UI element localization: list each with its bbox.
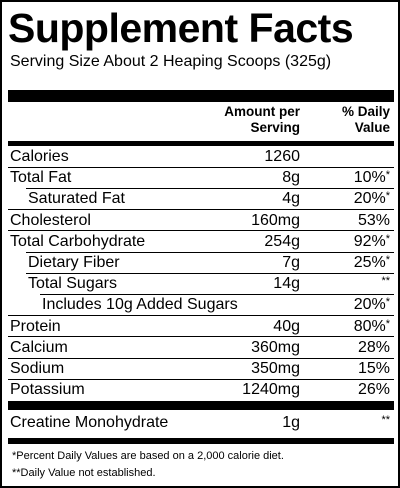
table-row: Total Carbohydrate 254g 92%* [8,231,394,253]
nutrient-amount: 254g [264,232,300,250]
dv-value: 53% [357,211,390,229]
footnote-mark: * [385,317,390,330]
dv-value: 92% [353,232,386,250]
row-divider [40,293,394,295]
dv-value: 15% [357,360,390,377]
nutrient-dv: ** [381,412,390,434]
table-row: Cholesterol 160mg 53% [8,210,394,232]
footnote-mark: ** [381,414,390,426]
nutrient-name: Total Sugars [28,275,117,293]
row-divider [8,230,394,232]
nutrient-name: Includes 10g Added Sugars [42,296,238,314]
nutrient-amount: 360mg [251,338,300,356]
nutrient-amount: 14g [273,275,300,293]
panel-title: Supplement Facts [8,5,354,51]
dv-value: 20% [353,190,386,208]
nutrient-dv: 92%* [354,231,390,253]
dv-value: 25% [353,254,386,271]
table-row: Calories 1260 [8,146,394,168]
footnote-mark: * [385,190,390,203]
nutrient-dv: 15% [358,358,390,380]
row-divider [8,336,394,338]
nutrient-name: Creatine Monohydrate [10,414,169,431]
medium-divider-header [8,141,394,146]
nutrient-amount: 1240mg [242,381,300,399]
table-row: Protein 40g 80%* [8,316,394,338]
nutrient-dv: 10%* [354,167,390,189]
dv-value: 10% [353,169,386,187]
footnote-percent-dv: *Percent Daily Values are based on a 2,0… [12,450,284,462]
dv-value: 20% [353,296,386,314]
table-row: Saturated Fat 4g 20%* [8,188,394,210]
nutrient-dv: 20%* [354,188,390,210]
nutrient-dv: 26% [358,379,390,401]
nutrient-amount: 8g [282,169,300,187]
nutrient-dv: 20%* [354,294,390,316]
nutrient-dv: 53% [358,210,390,232]
row-divider [8,209,394,211]
footnote-not-established: **Daily Value not established. [12,467,156,479]
serving-size: Serving Size About 2 Heaping Scoops (325… [10,53,332,70]
amount-per-serving-header: Amount per Serving [190,104,300,136]
dv-value: 26% [357,381,390,399]
nutrient-dv: 25%* [354,252,390,274]
thick-divider-footer [8,438,394,444]
nutrient-amount: 4g [282,190,300,208]
nutrient-dv: 28% [358,337,390,359]
nutrient-name: Total Carbohydrate [10,232,146,250]
row-divider [8,357,394,359]
table-row: Dietary Fiber 7g 25%* [8,252,394,274]
nutrient-name: Calcium [10,338,68,356]
nutrient-amount: 350mg [251,360,300,377]
table-row: Sodium 350mg 15% [8,358,394,380]
footnote-mark: ** [381,275,390,288]
amount-header-line1: Amount per [224,104,300,119]
nutrient-name: Calories [10,148,69,165]
footnote-mark: * [385,232,390,245]
nutrient-name: Potassium [10,381,85,399]
nutrient-amount: 40g [273,317,300,335]
nutrient-amount: 1260 [264,148,300,165]
nutrient-name: Sodium [10,360,65,377]
nutrient-name: Cholesterol [10,211,91,229]
nutrient-dv: ** [381,273,390,295]
row-divider [8,378,394,380]
row-divider [8,166,394,168]
row-divider [26,251,394,253]
footnote-mark: * [385,254,390,266]
table-row: Calcium 360mg 28% [8,337,394,359]
nutrient-dv: 80%* [354,316,390,338]
nutrient-amount: 1g [282,414,300,431]
nutrient-name: Saturated Fat [28,190,125,208]
nutrient-name: Protein [10,317,61,335]
dv-value: 28% [357,338,390,356]
row-divider [26,187,394,189]
table-row: Total Sugars 14g ** [8,273,394,295]
daily-value-header: % Daily Value [300,104,390,136]
amount-header-line2: Serving [250,120,300,135]
table-row: Total Fat 8g 10%* [8,167,394,189]
nutrient-name: Dietary Fiber [28,254,120,271]
dv-header-line2: Value [354,120,390,135]
column-header-row: Amount per Serving % Daily Value [8,104,394,142]
nutrient-name: Total Fat [10,169,72,187]
thick-divider-top [8,90,394,102]
dv-value: 80% [353,317,386,335]
dv-header-line1: % Daily [341,104,390,119]
nutrient-amount: 7g [282,254,300,271]
table-row-creatine: Creatine Monohydrate 1g ** [8,412,394,434]
thick-divider-bottom [8,401,394,410]
table-row: Includes 10g Added Sugars 20%* [8,294,394,316]
row-divider [8,315,394,317]
row-divider [26,272,394,274]
footnote-mark: * [385,296,390,309]
nutrient-amount: 160mg [251,211,300,229]
footnote-mark: * [385,169,390,182]
table-row: Potassium 1240mg 26% [8,379,394,401]
